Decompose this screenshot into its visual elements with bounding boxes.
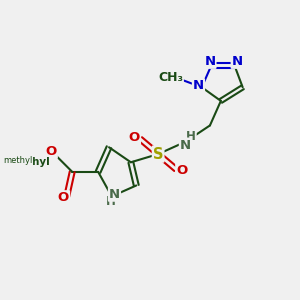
Text: N: N <box>232 55 243 68</box>
Text: O: O <box>129 131 140 144</box>
Text: N: N <box>109 188 120 201</box>
Text: H: H <box>106 195 115 208</box>
Text: N: N <box>193 80 204 92</box>
Text: O: O <box>176 164 188 177</box>
Text: N: N <box>204 55 215 68</box>
Text: CH₃: CH₃ <box>158 71 183 84</box>
Text: O: O <box>46 145 57 158</box>
Text: O: O <box>58 191 69 204</box>
Text: S: S <box>153 147 164 162</box>
Text: methyl: methyl <box>10 157 50 167</box>
Text: H: H <box>186 130 196 143</box>
Text: methyl: methyl <box>3 156 33 165</box>
Text: N: N <box>180 139 191 152</box>
